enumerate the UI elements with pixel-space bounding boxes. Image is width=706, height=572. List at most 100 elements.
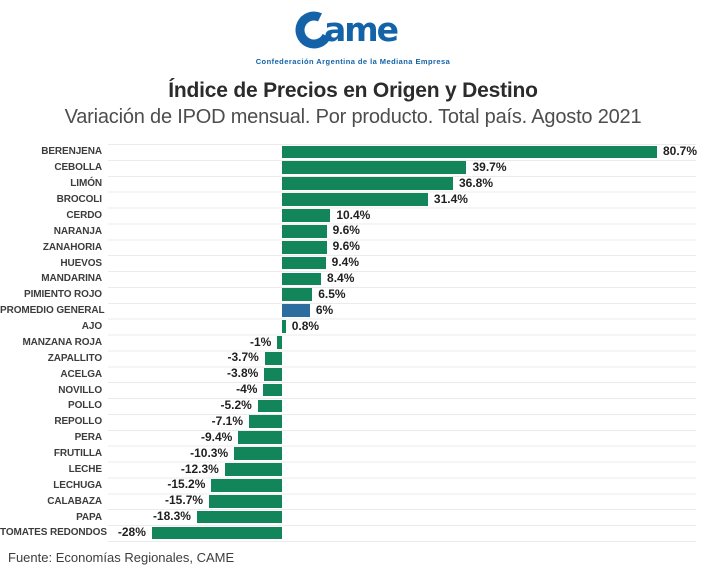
plot-cell: 9.6%	[104, 239, 706, 255]
source-note: Fuente: Economías Regionales, CAME	[8, 550, 235, 565]
value-label: 9.6%	[332, 223, 360, 238]
plot-cell: -7.1%	[104, 414, 706, 430]
bar	[277, 336, 282, 349]
plot-cell: 31.4%	[104, 192, 706, 208]
logo-tagline: Confederación Argentina de la Mediana Em…	[255, 57, 451, 66]
bar-row: TOMATES REDONDOS -28%	[0, 525, 706, 541]
bar	[224, 463, 282, 476]
value-label: -28%	[117, 525, 146, 539]
page-title: Índice de Precios en Origen y Destino	[168, 79, 538, 102]
category-label: PERA	[74, 432, 102, 444]
category-label: LIMÓN	[70, 178, 102, 190]
category-label: ZAPALLITO	[47, 352, 102, 364]
value-label: -1%	[250, 334, 272, 349]
value-label: -7.1%	[211, 413, 244, 428]
bar-row: PERA -9.4%	[0, 430, 706, 446]
bar	[282, 145, 657, 159]
bar	[282, 193, 428, 206]
category-label: LECHUGA	[53, 479, 102, 491]
bar-row: LECHE -12.3%	[0, 462, 706, 478]
category-label: ZANAHORIA	[42, 241, 102, 253]
category-label: NOVILLO	[58, 384, 102, 396]
value-label: 0.8%	[291, 318, 320, 333]
came-logo-mark: ame	[295, 10, 400, 49]
category-label: MANDARINA	[41, 273, 102, 285]
category-label: TOMATES REDONDOS	[0, 527, 107, 539]
plot-cell: -18.3%	[104, 509, 706, 525]
value-label: -9.4%	[200, 429, 233, 444]
plot-cell: -9.4%	[104, 430, 706, 446]
plot-cell: -3.7%	[104, 350, 706, 366]
value-label: -4%	[236, 382, 258, 397]
bar	[282, 256, 326, 270]
bar	[264, 351, 282, 365]
bar	[264, 367, 282, 381]
plot-cell: 80.7%	[104, 144, 706, 160]
category-label: CALABAZA	[47, 495, 102, 507]
plot-cell: -10.3%	[104, 446, 706, 462]
value-label: 9.4%	[331, 255, 360, 270]
category-label: LECHE	[68, 463, 103, 475]
category-label: REPOLLO	[54, 416, 102, 428]
value-label: -15.7%	[165, 493, 204, 508]
plot-cell: -4%	[104, 382, 706, 398]
page-subtitle: Variación de IPOD mensual. Por producto.…	[64, 106, 642, 128]
category-label: AJO	[81, 321, 102, 333]
bar-row: ZAPALLITO -3.7%	[0, 350, 706, 366]
value-label: 10.4%	[336, 207, 371, 222]
bar-row: NOVILLO -4%	[0, 382, 706, 398]
plot-cell: 9.4%	[104, 255, 706, 271]
category-label: POLLO	[68, 400, 102, 412]
bar-row: MANZANA ROJA -1%	[0, 335, 706, 351]
value-label: -10.3%	[190, 445, 229, 460]
plot-cell: -3.8%	[104, 366, 706, 382]
value-label: -3.8%	[226, 366, 259, 381]
bar-row: REPOLLO -7.1%	[0, 414, 706, 430]
bar-row: PIMIENTO ROJO 6.5%	[0, 287, 706, 303]
bar	[282, 209, 331, 222]
value-label: 39.7%	[472, 159, 507, 174]
bar	[282, 161, 467, 175]
category-label: BERENJENA	[41, 146, 102, 158]
bar-row: PROMEDIO GENERAL 6%	[0, 303, 706, 319]
value-label: 9.6%	[332, 239, 360, 254]
value-label: -5.2%	[220, 398, 252, 412]
bar	[196, 510, 282, 524]
bar-row: PAPA -18.3%	[0, 509, 706, 525]
bar	[282, 304, 310, 318]
bar	[211, 478, 282, 492]
bar	[238, 431, 282, 445]
category-label: FRUTILLA	[53, 448, 102, 460]
bar	[282, 320, 286, 333]
plot-cell: 10.4%	[104, 208, 706, 224]
plot-cell: 9.6%	[104, 223, 706, 239]
bar-row: CEBOLLA 39.7%	[0, 160, 706, 176]
plot-cell: -12.3%	[104, 462, 706, 478]
plot-cell: -28%	[104, 525, 706, 541]
value-label: 6%	[315, 302, 334, 317]
bar	[249, 415, 282, 429]
plot-cell: 6.5%	[104, 287, 706, 303]
plot-cell: 36.8%	[104, 176, 706, 192]
plot-cell: 6%	[104, 303, 706, 319]
header: ame Confederación Argentina de la Median…	[0, 0, 706, 129]
value-label: 6.5%	[318, 286, 346, 301]
bar-row: AJO 0.8%	[0, 319, 706, 335]
bar-row: CALABAZA -15.7%	[0, 493, 706, 509]
bar-row: CERDO 10.4%	[0, 208, 706, 224]
bar	[257, 399, 282, 413]
plot-cell: -1%	[104, 335, 706, 351]
category-label: PAPA	[76, 511, 102, 523]
value-label: 36.8%	[459, 175, 494, 190]
bar-row: MANDARINA 8.4%	[0, 271, 706, 287]
bar-row: HUEVOS 9.4%	[0, 255, 706, 271]
category-label: CEBOLLA	[54, 162, 102, 174]
gridlines	[108, 144, 696, 542]
value-label: -12.3%	[180, 461, 219, 476]
bar	[209, 494, 282, 508]
plot-cell: 0.8%	[104, 319, 706, 335]
plot-cell: -15.7%	[104, 493, 706, 509]
bar-chart: BERENJENA 80.7% CEBOLLA 39.7% LIMÓN 36.8% BROC…	[0, 144, 706, 542]
bar-row: LECHUGA -15.2%	[0, 477, 706, 493]
category-label: MANZANA ROJA	[22, 336, 102, 348]
